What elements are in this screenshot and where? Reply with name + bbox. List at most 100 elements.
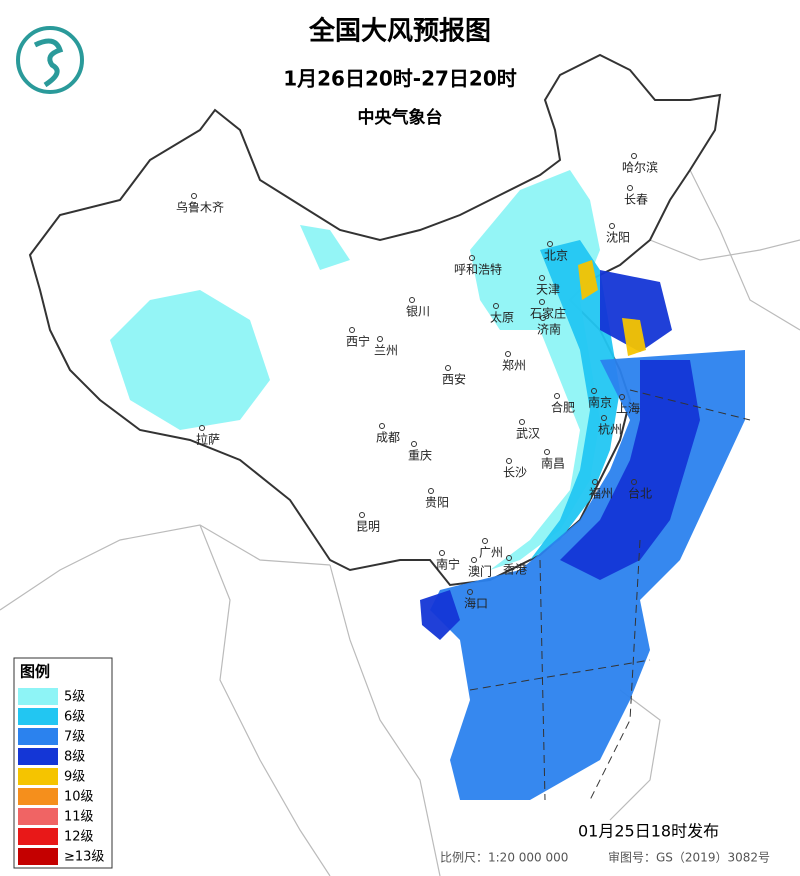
wind-area-5 bbox=[110, 290, 270, 430]
city-label: 北京 bbox=[544, 249, 568, 263]
wind-area-6 bbox=[530, 240, 620, 560]
city-dot bbox=[540, 315, 546, 321]
city-dot bbox=[627, 185, 633, 191]
issuer: 中央气象台 bbox=[358, 107, 443, 128]
city-dot bbox=[539, 275, 545, 281]
city-dot bbox=[544, 449, 550, 455]
scale: 比例尺：1:20 000 000 bbox=[440, 851, 568, 865]
legend-swatch bbox=[18, 748, 58, 765]
city-dot bbox=[411, 441, 417, 447]
city-label: 合肥 bbox=[551, 400, 575, 415]
legend-swatch bbox=[18, 788, 58, 805]
legend: 图例 5级 6级 7级 8级 9级 10级 11级 12级 ≥13级 bbox=[13, 657, 113, 869]
city-dot bbox=[547, 241, 553, 247]
city-dot bbox=[467, 589, 473, 595]
wind-area-8 bbox=[420, 590, 460, 640]
legend-label: 9级 bbox=[64, 770, 85, 785]
wind-areas bbox=[110, 170, 745, 800]
legend-swatch bbox=[18, 708, 58, 725]
city-dot bbox=[609, 223, 615, 229]
issue-time: 01月25日18时发布 bbox=[578, 822, 719, 841]
wind-area-5 bbox=[300, 225, 350, 270]
wind-area-9 bbox=[622, 318, 646, 356]
city-label: 成都 bbox=[376, 431, 400, 445]
city-dot bbox=[539, 299, 545, 305]
legend-label: 10级 bbox=[64, 790, 94, 805]
city-label: 呼和浩特 bbox=[454, 262, 502, 277]
city-label: 上海 bbox=[616, 401, 640, 416]
city-dot bbox=[199, 425, 205, 431]
city-dot bbox=[554, 393, 560, 399]
city-dot bbox=[359, 512, 365, 518]
city-label: 武汉 bbox=[516, 427, 540, 441]
city-label: 台北 bbox=[628, 486, 652, 501]
review-number: 审图号：GS（2019）3082号 bbox=[608, 850, 770, 865]
city-label: 香港 bbox=[503, 563, 527, 577]
city-label: 哈尔滨 bbox=[622, 160, 658, 175]
city-dot bbox=[409, 297, 415, 303]
city-label: 郑州 bbox=[502, 358, 526, 373]
legend-swatch bbox=[18, 808, 58, 825]
city-label: 福州 bbox=[589, 486, 613, 501]
city-label: 西宁 bbox=[346, 334, 370, 349]
legend-swatch bbox=[18, 688, 58, 705]
city-label: 拉萨 bbox=[196, 432, 220, 447]
city-label: 广州 bbox=[479, 546, 503, 560]
city-dot bbox=[445, 365, 451, 371]
wind-area-9 bbox=[578, 260, 598, 300]
city-label: 南京 bbox=[588, 395, 612, 410]
city-dot bbox=[469, 255, 475, 261]
city-label: 贵阳 bbox=[425, 496, 449, 510]
city-label: 银川 bbox=[406, 305, 430, 319]
neighbor-borders bbox=[0, 169, 800, 876]
legend-title: 图例 bbox=[20, 663, 50, 681]
legend-label: 11级 bbox=[64, 810, 94, 825]
city-label: 石家庄 bbox=[530, 306, 566, 321]
city-label: 乌鲁木齐 bbox=[176, 200, 224, 215]
legend-label: 6级 bbox=[64, 710, 85, 725]
legend-label: 8级 bbox=[64, 750, 85, 765]
city-dot bbox=[349, 327, 355, 333]
city-dot bbox=[591, 388, 597, 394]
city-dot bbox=[592, 479, 598, 485]
sea-boundaries bbox=[469, 389, 751, 801]
logo bbox=[16, 26, 84, 94]
legend-swatch bbox=[18, 848, 58, 865]
city-dot bbox=[506, 555, 512, 561]
city-dot bbox=[506, 458, 512, 464]
city-dot bbox=[191, 193, 197, 199]
legend-label: 12级 bbox=[64, 830, 94, 845]
city-label: 重庆 bbox=[408, 449, 432, 463]
city-dot bbox=[601, 415, 607, 421]
city-label: 西安 bbox=[442, 372, 466, 387]
wind-area-8 bbox=[600, 270, 672, 352]
city-dot bbox=[505, 351, 511, 357]
title: 全国大风预报图 bbox=[308, 16, 491, 47]
city-label: 天津 bbox=[536, 283, 560, 297]
legend-label: 5级 bbox=[64, 690, 85, 705]
city-label: 杭州 bbox=[598, 422, 622, 437]
city-dot bbox=[631, 153, 637, 159]
city-label: 南宁 bbox=[436, 557, 460, 572]
period: 1月26日20时-27日20时 bbox=[283, 67, 517, 91]
city-dot bbox=[482, 538, 488, 544]
city-dot bbox=[471, 557, 477, 563]
city-dot bbox=[428, 488, 434, 494]
city-label: 昆明 bbox=[356, 520, 380, 534]
city-dot bbox=[619, 394, 625, 400]
legend-label: ≥13级 bbox=[64, 850, 104, 865]
legend-label: 7级 bbox=[64, 730, 85, 745]
city-dot bbox=[439, 550, 445, 556]
city-dot bbox=[377, 336, 383, 342]
city-dot bbox=[631, 479, 637, 485]
city-label: 海口 bbox=[464, 596, 488, 611]
city-dot bbox=[519, 419, 525, 425]
city-label: 太原 bbox=[490, 310, 514, 325]
city-dot bbox=[493, 303, 499, 309]
city-dot bbox=[379, 423, 385, 429]
city-label: 济南 bbox=[537, 322, 561, 337]
city-label: 长春 bbox=[624, 193, 648, 207]
city-label: 长沙 bbox=[503, 466, 527, 480]
